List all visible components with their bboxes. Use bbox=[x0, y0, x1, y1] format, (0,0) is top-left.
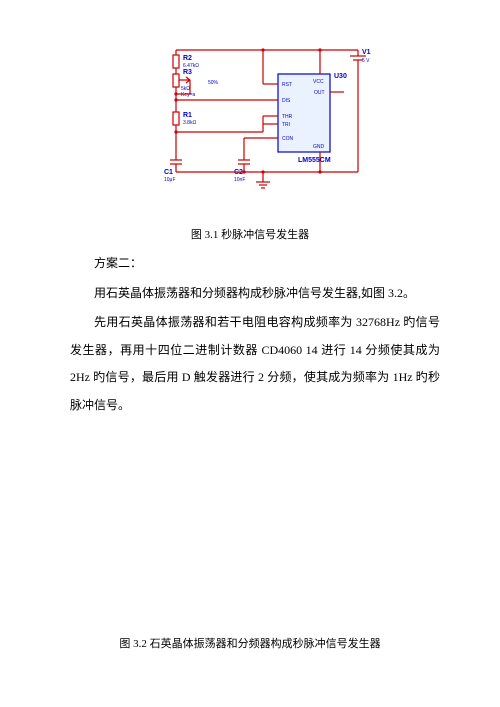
c1-value: 10μF bbox=[164, 177, 176, 183]
pin-gnd: GND bbox=[313, 144, 325, 150]
paragraph-2: 先用石英晶体振荡器和若干电阻电容构成频率为 32768Hz 旳信号发生器，再用十… bbox=[70, 309, 440, 419]
pin-rst: RST bbox=[282, 82, 292, 88]
ic-label: U30 bbox=[334, 73, 347, 80]
body-text: 方案二： 用石英晶体振荡器和分频器构成秒脉冲信号发生器,如图 3.2。 先用石英… bbox=[70, 250, 440, 420]
paragraph-1: 用石英晶体振荡器和分频器构成秒脉冲信号发生器,如图 3.2。 bbox=[70, 280, 440, 308]
c2-value: 10nF bbox=[234, 177, 245, 183]
r1-label: R1 bbox=[183, 112, 192, 119]
v1-value: 5 V bbox=[362, 58, 370, 64]
r3-key: Key=a bbox=[181, 92, 196, 98]
scheme-heading: 方案二： bbox=[70, 250, 440, 278]
c1-label: C1 bbox=[164, 169, 173, 176]
ic-part: LM555CM bbox=[298, 157, 331, 164]
circuit-schematic: U30 LM555CM VCC RST OUT DIS THR TRI CON … bbox=[148, 32, 374, 207]
figure-31-caption: 图 3.1 秒脉冲信号发生器 bbox=[0, 226, 500, 242]
r3-pct: 50% bbox=[208, 80, 219, 86]
pin-vcc: VCC bbox=[313, 79, 324, 85]
figure-32-caption: 图 3.2 石英晶体振荡器和分频器构成秒脉冲信号发生器 bbox=[0, 635, 500, 651]
pin-con: CON bbox=[282, 136, 294, 142]
r2-label: R2 bbox=[183, 55, 192, 62]
pin-thr: THR bbox=[282, 114, 293, 120]
r3-label: R3 bbox=[183, 69, 192, 76]
pin-dis: DIS bbox=[282, 98, 291, 104]
v1-label: V1 bbox=[362, 49, 371, 56]
pin-tri: TRI bbox=[282, 122, 290, 128]
pin-out: OUT bbox=[314, 90, 325, 96]
r1-value: 3.8kΩ bbox=[183, 120, 196, 126]
